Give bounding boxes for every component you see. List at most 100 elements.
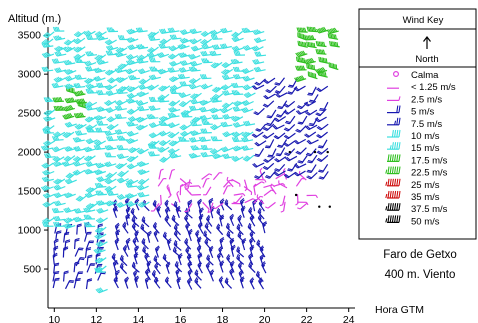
wind-barb [237, 214, 243, 227]
wind-barb [96, 35, 109, 41]
wind-barb [116, 177, 129, 184]
wind-barb [200, 144, 213, 151]
wind-barb [135, 124, 148, 131]
wind-barb [316, 123, 329, 131]
wind-barb [63, 59, 76, 66]
wind-barb [203, 230, 212, 242]
wind-barb [219, 236, 225, 250]
wind-barb [83, 214, 96, 220]
wind-barb [148, 57, 161, 63]
wind-barb [209, 29, 222, 36]
wind-barb [52, 271, 60, 282]
wind-barb [84, 60, 97, 67]
wind-barb [293, 170, 306, 177]
wind-barb [96, 120, 108, 126]
wind-barb [41, 52, 55, 58]
wind-barb [249, 277, 255, 290]
wind-barb [187, 199, 193, 212]
wind-barb [105, 90, 118, 96]
wind-barb [136, 91, 149, 98]
wind-barb [226, 176, 234, 188]
wind-barb [275, 92, 288, 98]
wind-barb [106, 135, 118, 142]
wind-barb [94, 265, 107, 273]
wind-barb [115, 47, 128, 54]
wind-barb [188, 77, 201, 85]
wind-barb [231, 45, 244, 52]
wind-barb [104, 99, 117, 107]
wind-barb [254, 51, 267, 57]
wind-barb [114, 51, 127, 58]
wind-barb [266, 109, 277, 119]
wind-barb [126, 130, 139, 137]
wind-barb [189, 38, 202, 45]
wind-barb [43, 152, 56, 159]
legend-entry-label: 7.5 m/s [411, 119, 442, 130]
wind-barb [211, 153, 225, 160]
wind-barb [93, 169, 106, 176]
wind-barb [180, 109, 193, 116]
calm-dot [288, 150, 291, 154]
wind-barb [176, 190, 181, 203]
wind-barb [317, 139, 328, 149]
wind-barb [158, 168, 164, 180]
wind-barb [93, 139, 106, 147]
wind-barb [297, 40, 308, 48]
wind-barb [151, 269, 159, 282]
wind-barb [184, 203, 193, 213]
wind-barb [126, 86, 139, 93]
wind-barb [63, 46, 76, 53]
calm-dot [318, 205, 321, 208]
wind-barb [318, 163, 329, 173]
wind-barb [257, 207, 265, 220]
wind-barb [158, 120, 170, 126]
legend-barb-symbol [387, 154, 401, 162]
legend-frame [358, 8, 477, 240]
wind-barb [149, 66, 161, 72]
legend-entry-label: 17.5 m/s [411, 155, 448, 166]
wind-barb [95, 190, 107, 196]
wind-barb [114, 129, 127, 135]
legend-entry-label: 22.5 m/s [411, 168, 448, 179]
wind-barb [53, 215, 66, 222]
wind-barb [41, 176, 54, 183]
wind-barb [73, 112, 86, 119]
wind-barb [52, 155, 65, 163]
x-tick-label: 22 [301, 314, 313, 323]
calm-dot [328, 205, 331, 208]
legend-entry-label: 2.5 m/s [411, 94, 442, 105]
wind-barb [178, 52, 191, 58]
wind-barb [138, 78, 151, 85]
wind-barb [179, 178, 188, 188]
wind-barb [189, 185, 202, 189]
wind-barb [72, 136, 85, 143]
wind-barb [158, 85, 171, 92]
wind-barb [53, 184, 66, 191]
wind-barb [119, 254, 128, 267]
wind-barb [62, 246, 69, 258]
wind-barb [177, 43, 190, 50]
wind-barb [265, 85, 277, 94]
wind-barb [42, 169, 55, 176]
wind-key-legend: Wind Key North Calma< 1.25 m/s2.5 m/s 5 m… [358, 8, 477, 240]
wind-barb [200, 128, 212, 134]
wind-barb [231, 155, 244, 162]
wind-barb [306, 194, 318, 199]
wind-barb [167, 131, 180, 139]
wind-barb [279, 195, 286, 207]
wind-barb [283, 108, 296, 115]
wind-barb [53, 76, 66, 83]
wind-barb [221, 61, 234, 69]
wind-barb [72, 160, 85, 167]
wind-barb [200, 151, 213, 158]
x-tick-label: 12 [91, 314, 103, 323]
x-axis-title: Hora GTM [375, 304, 424, 316]
wind-barb [168, 60, 182, 67]
wind-barb [258, 277, 265, 290]
wind-barb [306, 172, 318, 180]
wind-barb [239, 197, 245, 211]
wind-barb [220, 121, 233, 128]
wind-barb [304, 35, 316, 41]
wind-barb [93, 67, 106, 74]
legend-entry: 35 m/s [385, 190, 440, 203]
